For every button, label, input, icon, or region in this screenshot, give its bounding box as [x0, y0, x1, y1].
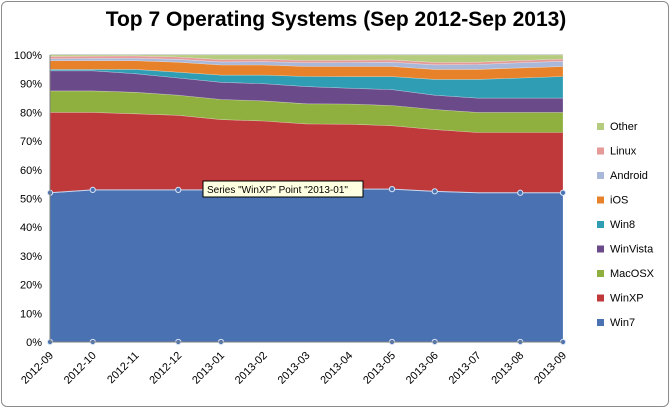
win7-point-marker [89, 186, 96, 193]
area-linux [49, 55, 564, 66]
area-win7 [49, 188, 564, 343]
legend-swatch-win7 [597, 319, 604, 326]
legend-label-win7: Win7 [610, 317, 635, 329]
legend-swatch-linux [597, 147, 604, 155]
legend-swatch-ios [597, 196, 604, 204]
y-tick-label: 50% [20, 194, 42, 206]
legend-label-linux: Linux [610, 146, 637, 158]
x-tick-label: 2013-02 [233, 350, 270, 387]
x-tick-label: 2013-04 [318, 350, 355, 387]
legend-label-winxp: WinXP [610, 293, 644, 305]
y-tick-label: 20% [20, 280, 42, 292]
y-tick-label: 70% [20, 136, 42, 148]
y-tick-label: 90% [20, 79, 42, 91]
tooltip-box [202, 180, 364, 198]
legend-swatch-winxp [597, 294, 604, 302]
legend-label-macosx: MacOSX [610, 268, 655, 280]
y-tick-label: 30% [20, 251, 42, 263]
legend-label-winvista: WinVista [610, 244, 654, 256]
y-tick-label: 40% [20, 222, 42, 234]
legend-label-win8: Win8 [610, 219, 635, 231]
win7-point-marker [388, 186, 396, 193]
x-tick-label: 2012-09 [19, 350, 56, 387]
legend: Other Linux Android iOS Win8 WinVista MacOSX Wi… [597, 121, 655, 329]
y-tick-label: 0% [26, 337, 42, 349]
tooltip-text: Series "WinXP" Point "2013-01" [207, 185, 348, 196]
tooltip: Series "WinXP" Point "2013-01" [202, 180, 364, 198]
x-tick-label: 2012-10 [62, 350, 99, 387]
legend-swatch-macosx [597, 270, 604, 277]
y-tick-label: 10% [20, 308, 42, 320]
legend-swatch-winvista [597, 245, 604, 253]
y-tick-label: 100% [14, 50, 42, 62]
legend-label-other: Other [610, 121, 638, 133]
win7-point-marker [517, 189, 524, 196]
win7-point-marker [175, 186, 182, 193]
x-tick-label: 2013-01 [190, 350, 227, 387]
legend-label-ios: iOS [610, 195, 628, 207]
legend-label-android: Android [610, 170, 648, 182]
area-winvista [49, 70, 564, 113]
x-tick-label: 2013-08 [489, 350, 526, 387]
chart-title: Top 7 Operating Systems (Sep 2012-Sep 20… [105, 8, 567, 31]
legend-swatch-other [597, 123, 604, 130]
area-other [49, 54, 564, 63]
x-tick-label: 2013-07 [447, 350, 484, 387]
x-tick-label: 2013-05 [361, 350, 398, 387]
win7-point-marker [431, 188, 438, 195]
x-tick-label: 2012-11 [105, 350, 141, 386]
legend-swatch-win8 [597, 221, 604, 228]
win7-point-marker [559, 189, 567, 196]
y-tick-label: 60% [20, 165, 42, 177]
legend-swatch-android [597, 172, 604, 179]
x-tick-label: 2013-03 [276, 350, 313, 387]
x-tick-label: 2013-06 [404, 350, 441, 387]
stacked-areas [49, 54, 564, 343]
x-tick-label: 2012-12 [147, 350, 184, 387]
y-tick-label: 80% [20, 107, 42, 119]
x-tick-label: 2013-09 [532, 350, 569, 387]
